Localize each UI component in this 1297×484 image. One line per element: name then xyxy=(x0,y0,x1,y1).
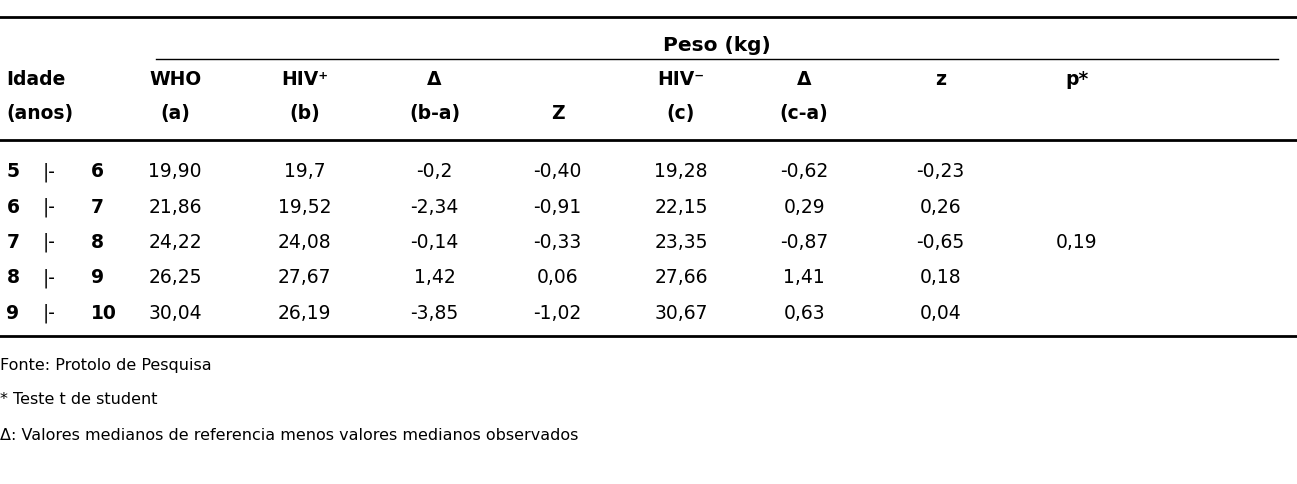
Text: 26,25: 26,25 xyxy=(148,268,202,287)
Text: -0,91: -0,91 xyxy=(533,197,582,217)
Text: 5: 5 xyxy=(6,162,19,182)
Text: 0,06: 0,06 xyxy=(537,268,578,287)
Text: 19,28: 19,28 xyxy=(654,162,708,182)
Text: (c): (c) xyxy=(667,104,695,123)
Text: Idade: Idade xyxy=(6,70,66,90)
Text: 8: 8 xyxy=(6,268,19,287)
Text: -0,87: -0,87 xyxy=(779,233,829,252)
Text: 30,04: 30,04 xyxy=(148,303,202,323)
Text: Δ: Δ xyxy=(427,70,442,90)
Text: 8: 8 xyxy=(91,233,104,252)
Text: 0,63: 0,63 xyxy=(783,303,825,323)
Text: HIV⁺: HIV⁺ xyxy=(281,70,328,90)
Text: -0,65: -0,65 xyxy=(916,233,965,252)
Text: 30,67: 30,67 xyxy=(654,303,708,323)
Text: 21,86: 21,86 xyxy=(148,197,202,217)
Text: Z: Z xyxy=(551,104,564,123)
Text: |-: |- xyxy=(43,303,56,323)
Text: 0,29: 0,29 xyxy=(783,197,825,217)
Text: p*: p* xyxy=(1065,70,1088,90)
Text: |-: |- xyxy=(43,197,56,217)
Text: 9: 9 xyxy=(91,268,104,287)
Text: (a): (a) xyxy=(160,104,191,123)
Text: 24,08: 24,08 xyxy=(278,233,332,252)
Text: 27,66: 27,66 xyxy=(654,268,708,287)
Text: (b): (b) xyxy=(289,104,320,123)
Text: 19,90: 19,90 xyxy=(148,162,202,182)
Text: 0,26: 0,26 xyxy=(920,197,961,217)
Text: Fonte: Protolo de Pesquisa: Fonte: Protolo de Pesquisa xyxy=(0,358,211,373)
Text: -0,23: -0,23 xyxy=(916,162,965,182)
Text: 7: 7 xyxy=(91,197,104,217)
Text: 23,35: 23,35 xyxy=(654,233,708,252)
Text: 19,52: 19,52 xyxy=(278,197,332,217)
Text: -0,14: -0,14 xyxy=(410,233,459,252)
Text: (c-a): (c-a) xyxy=(779,104,829,123)
Text: HIV⁻: HIV⁻ xyxy=(658,70,704,90)
Text: (b-a): (b-a) xyxy=(409,104,460,123)
Text: 22,15: 22,15 xyxy=(654,197,708,217)
Text: 0,04: 0,04 xyxy=(920,303,961,323)
Text: 27,67: 27,67 xyxy=(278,268,332,287)
Text: 1,42: 1,42 xyxy=(414,268,455,287)
Text: 9: 9 xyxy=(6,303,19,323)
Text: -1,02: -1,02 xyxy=(533,303,582,323)
Text: Δ: Δ xyxy=(796,70,812,90)
Text: (anos): (anos) xyxy=(6,104,74,123)
Text: -0,62: -0,62 xyxy=(779,162,829,182)
Text: 26,19: 26,19 xyxy=(278,303,332,323)
Text: 0,18: 0,18 xyxy=(920,268,961,287)
Text: |-: |- xyxy=(43,268,56,287)
Text: 10: 10 xyxy=(91,303,117,323)
Text: 7: 7 xyxy=(6,233,19,252)
Text: |-: |- xyxy=(43,233,56,252)
Text: 19,7: 19,7 xyxy=(284,162,326,182)
Text: -2,34: -2,34 xyxy=(410,197,459,217)
Text: Δ: Valores medianos de referencia menos valores medianos observados: Δ: Valores medianos de referencia menos … xyxy=(0,428,578,443)
Text: 6: 6 xyxy=(6,197,19,217)
Text: -0,2: -0,2 xyxy=(416,162,453,182)
Text: 6: 6 xyxy=(91,162,104,182)
Text: WHO: WHO xyxy=(149,70,201,90)
Text: -3,85: -3,85 xyxy=(410,303,459,323)
Text: 24,22: 24,22 xyxy=(148,233,202,252)
Text: -0,40: -0,40 xyxy=(533,162,582,182)
Text: * Teste t de student: * Teste t de student xyxy=(0,392,157,407)
Text: 1,41: 1,41 xyxy=(783,268,825,287)
Text: Peso (kg): Peso (kg) xyxy=(663,36,770,56)
Text: 0,19: 0,19 xyxy=(1056,233,1097,252)
Text: -0,33: -0,33 xyxy=(533,233,582,252)
Text: z: z xyxy=(935,70,946,90)
Text: |-: |- xyxy=(43,162,56,182)
